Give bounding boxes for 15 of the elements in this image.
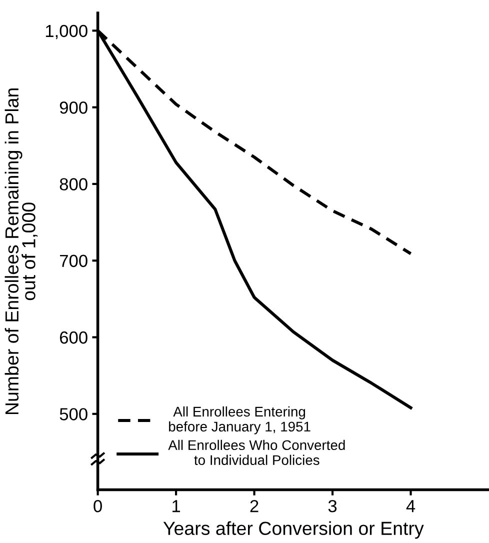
y-tick-label: 1,000 [46, 24, 88, 40]
x-tick-label: 0 [94, 500, 102, 512]
x-tick-label: 3 [328, 500, 337, 512]
x-tick-label: 2 [250, 500, 258, 512]
legend-label: All Enrollees Entering before January 1, 1951 [169, 406, 310, 434]
y-tick-label: 600 [60, 331, 88, 344]
y-axis-title: Number of Enrollees Remaining in Plan out of 1,000 [4, 88, 38, 414]
x-axis-title: Years after Conversion or Entry [163, 521, 424, 539]
y-tick-label: 700 [60, 254, 88, 268]
x-tick-label: 1 [172, 500, 180, 512]
legend-label: All Enrollees Who Converted to Individual Policies [168, 440, 345, 466]
y-tick-label: 800 [60, 178, 88, 190]
x-tick-label: 4 [406, 500, 416, 512]
y-tick-label: 900 [60, 101, 88, 114]
y-tick-label: 500 [60, 408, 88, 420]
